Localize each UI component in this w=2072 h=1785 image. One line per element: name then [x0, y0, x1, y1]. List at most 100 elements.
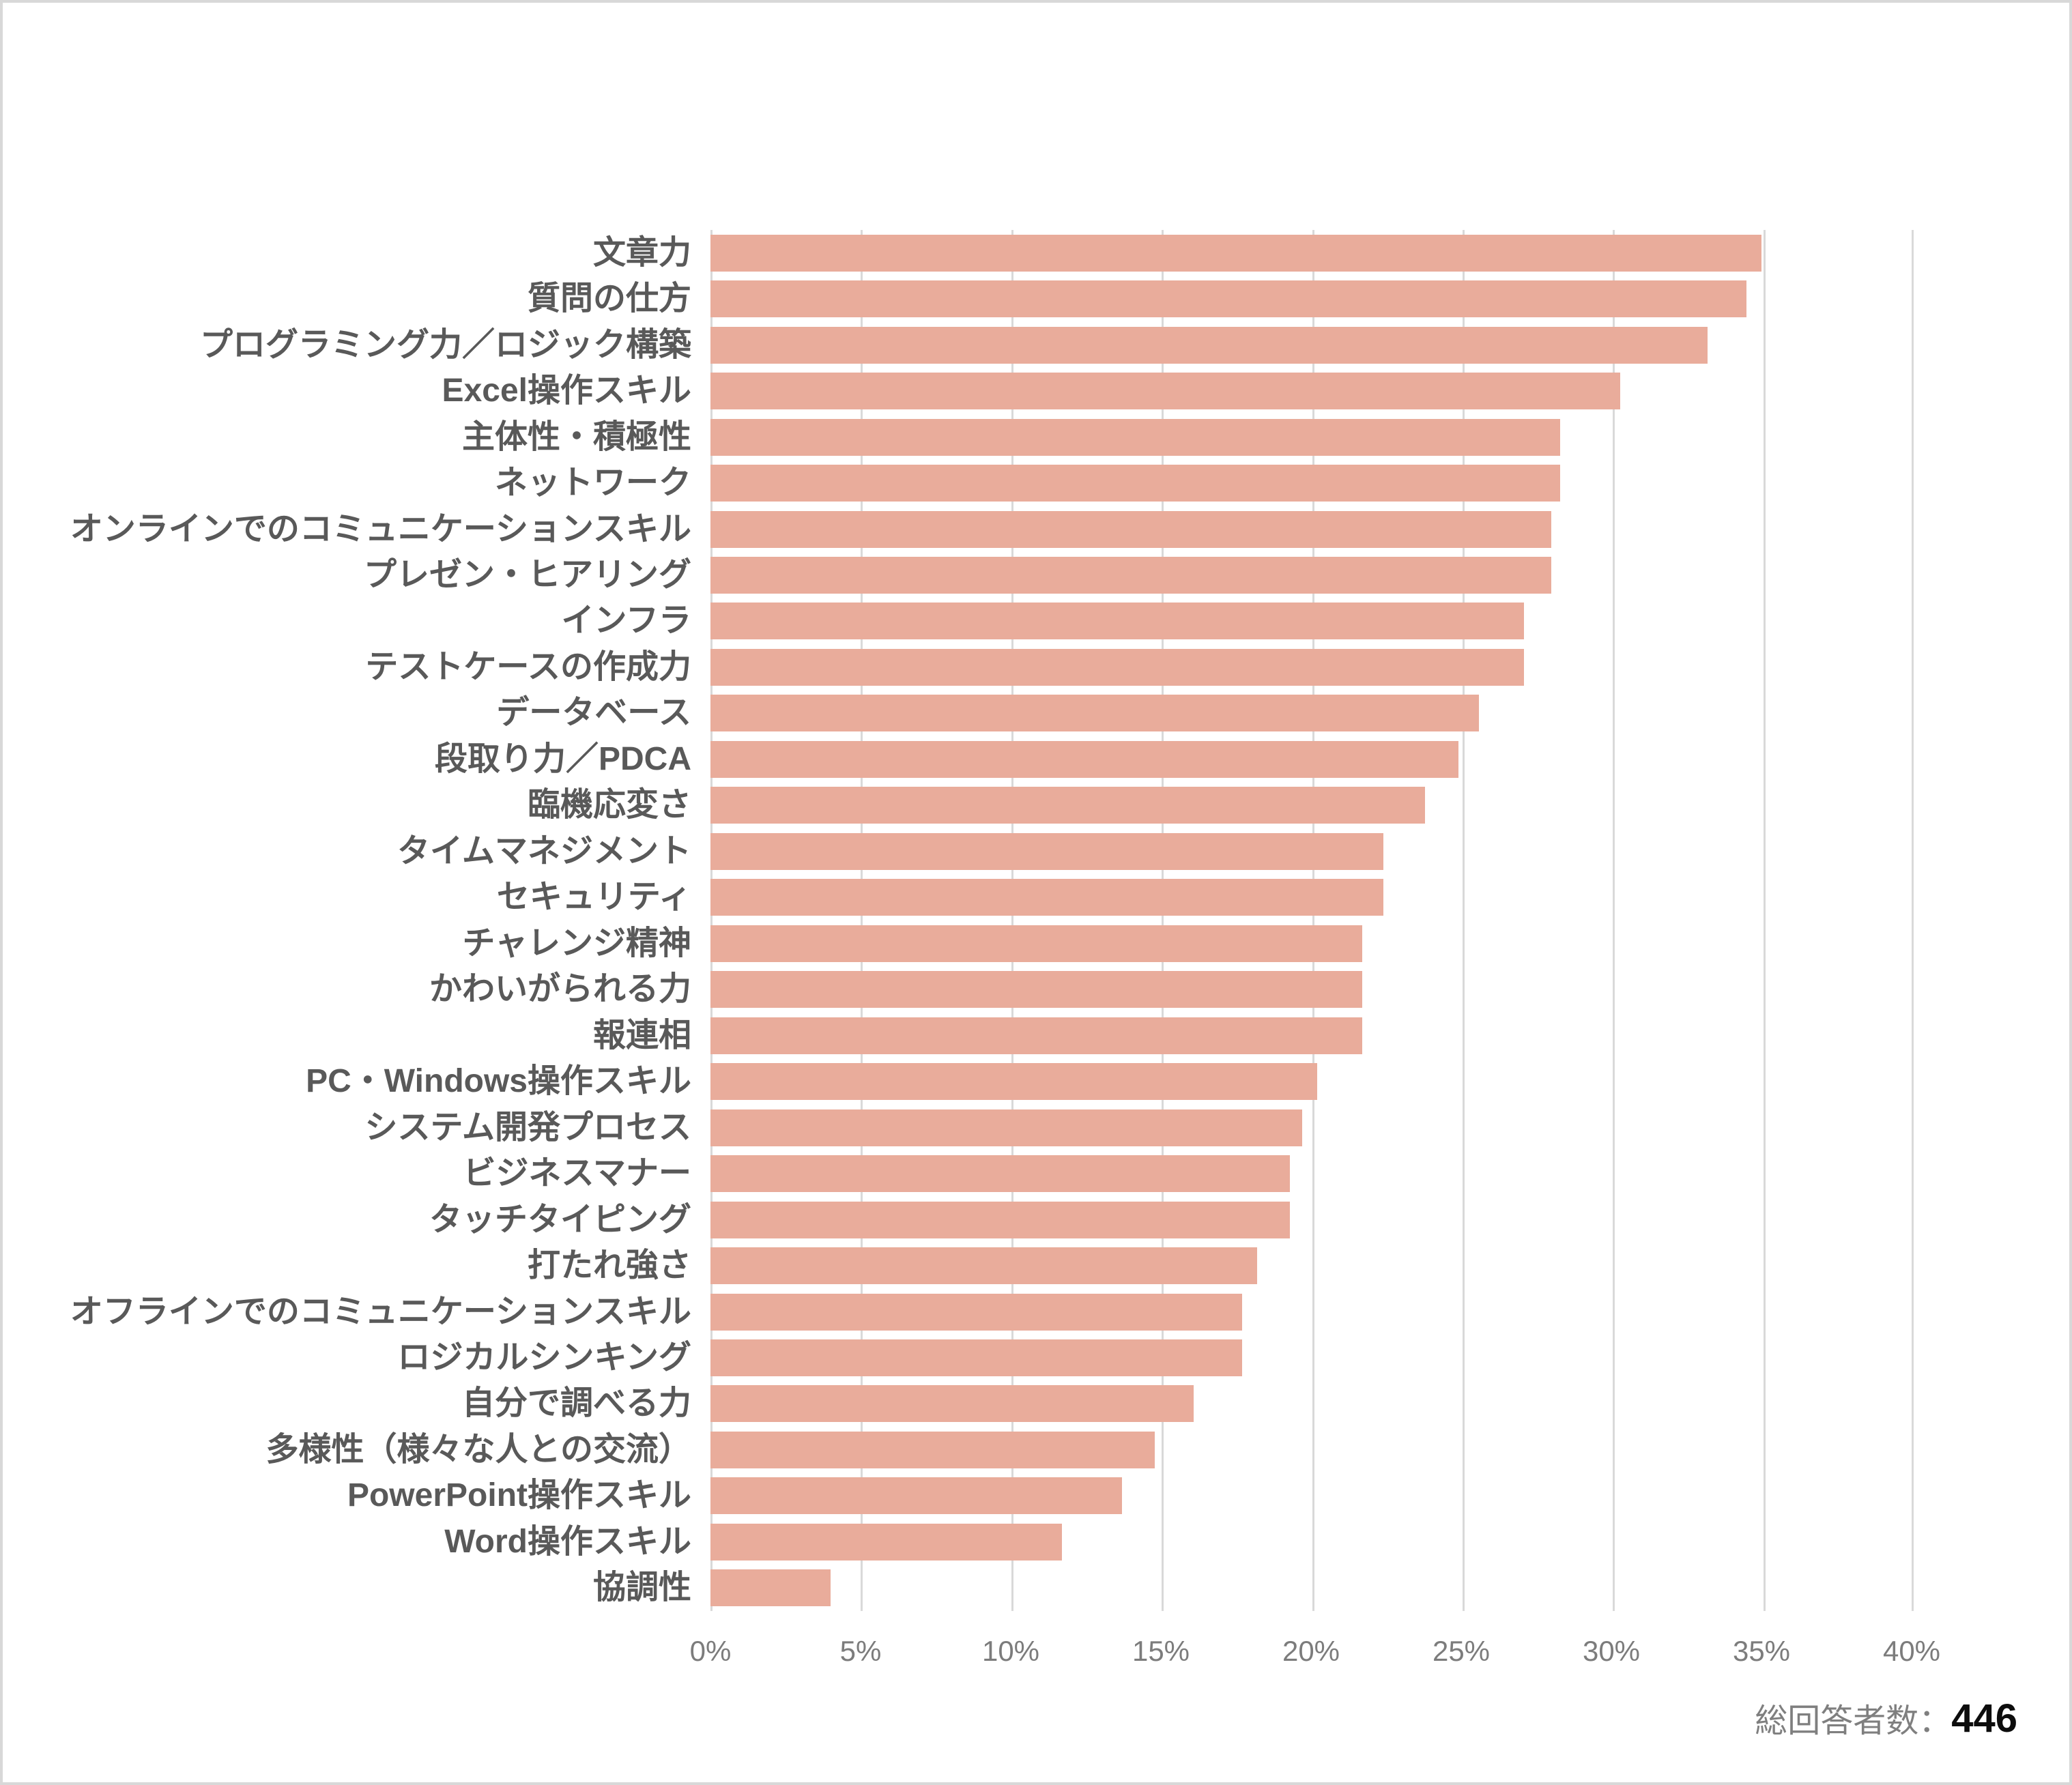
bar-track [710, 280, 1912, 318]
category-label: PC・Windows操作スキル [306, 1063, 691, 1100]
bar-track [710, 1063, 1912, 1101]
bar-track [710, 879, 1912, 916]
bar-track [710, 603, 1912, 640]
bar-row: ロジカルシンキング [3, 1335, 1912, 1380]
bar [710, 603, 1525, 640]
bar-track [710, 740, 1912, 778]
bar-row: 協調性 [3, 1565, 1912, 1611]
bar-row: Excel操作スキル [3, 368, 1912, 413]
bar [710, 1339, 1242, 1376]
bar [710, 234, 1761, 272]
respondent-count: 446 [1951, 1696, 2017, 1741]
category-label: 協調性 [592, 1569, 691, 1606]
category-label: プログラミング力／ロジック構築 [199, 326, 691, 363]
bar [710, 1247, 1257, 1285]
bar-track [710, 1477, 1912, 1515]
bar-row: プログラミング力／ロジック構築 [3, 322, 1912, 368]
bar [710, 1385, 1194, 1423]
x-axis-tick-label: 20% [1282, 1635, 1340, 1667]
bar [710, 1477, 1122, 1515]
bar-row: PowerPoint操作スキル [3, 1473, 1912, 1519]
bar-track [710, 557, 1912, 594]
category-label: 多様性（様々な人との交流） [265, 1431, 691, 1468]
bar-row: 打たれ強さ [3, 1243, 1912, 1288]
bar-track [710, 1385, 1912, 1423]
bar-row: セキュリティ [3, 875, 1912, 920]
bar-row: 段取り力／PDCA [3, 736, 1912, 782]
bar-track [710, 234, 1912, 272]
bar-track [710, 787, 1912, 824]
bar-row: 主体性・積極性 [3, 414, 1912, 460]
category-label: Excel操作スキル [442, 373, 691, 409]
bar-track [710, 925, 1912, 962]
bar-row: チャレンジ精神 [3, 920, 1912, 966]
respondent-note-label: 総回答者数： [1755, 1703, 1952, 1739]
category-label: タイムマネジメント [397, 832, 691, 869]
x-axis-tick-label: 10% [981, 1635, 1040, 1667]
bar-row: システム開発プロセス [3, 1105, 1912, 1150]
category-label: 臨機応変さ [527, 787, 691, 824]
category-label: 自分で調べる力 [461, 1385, 691, 1422]
category-label: 段取り力／PDCA [434, 740, 691, 777]
bar [710, 1569, 831, 1607]
bar-track [710, 465, 1912, 502]
respondent-note: 総回答者数： 446 [1755, 1694, 2017, 1741]
bar-row: 臨機応変さ [3, 783, 1912, 828]
bar-track [710, 1293, 1912, 1331]
category-label: インフラ [561, 603, 691, 639]
x-axis-tick-label: 15% [1132, 1635, 1190, 1667]
category-label: データベース [496, 695, 691, 731]
category-label: ロジカルシンキング [397, 1339, 691, 1376]
bar-track [710, 1201, 1912, 1238]
bar-track [710, 1523, 1912, 1561]
bar [710, 879, 1383, 916]
bar [710, 1109, 1302, 1146]
bar [710, 1155, 1291, 1193]
category-label: オンラインでのコミュニケーションスキル [70, 510, 691, 547]
category-label: 質問の仕方 [527, 280, 691, 317]
bar [710, 1293, 1242, 1331]
bar-row: インフラ [3, 598, 1912, 644]
bar [710, 648, 1525, 686]
category-label: ネットワーク [494, 465, 691, 502]
bar-row: 自分で調べる力 [3, 1381, 1912, 1427]
x-axis-tick-label: 5% [839, 1635, 882, 1667]
bar [710, 280, 1746, 318]
bar-track [710, 1339, 1912, 1376]
bar-track [710, 648, 1912, 686]
bar [710, 787, 1426, 824]
category-label: 文章力 [592, 234, 691, 271]
bar-row: オンラインでのコミュニケーションスキル [3, 506, 1912, 552]
bar-track [710, 1017, 1912, 1054]
category-label: 打たれ強さ [527, 1247, 691, 1284]
gridline [1912, 230, 1914, 1611]
bar-track [710, 971, 1912, 1008]
bar-track [710, 832, 1912, 870]
bar-track [710, 1569, 1912, 1607]
bar [710, 557, 1551, 594]
bar [710, 510, 1551, 548]
bar-row: プレゼン・ヒアリング [3, 552, 1912, 598]
bar-track [710, 695, 1912, 732]
bar-row: オフラインでのコミュニケーションスキル [3, 1289, 1912, 1335]
bar-row: Word操作スキル [3, 1519, 1912, 1565]
bar-row: ネットワーク [3, 460, 1912, 506]
bar-track [710, 1109, 1912, 1146]
x-axis-tick-label: 40% [1882, 1635, 1941, 1667]
bar [710, 326, 1708, 364]
category-label: チャレンジ精神 [462, 925, 691, 961]
bar [710, 695, 1480, 732]
bar [710, 418, 1561, 456]
bar-row: 報連相 [3, 1013, 1912, 1058]
bar [710, 832, 1383, 870]
bar [710, 373, 1621, 410]
bar-row: 多様性（様々な人との交流） [3, 1427, 1912, 1472]
category-label: ビジネスマナー [463, 1155, 691, 1192]
bar-row: かわいがられる力 [3, 967, 1912, 1013]
bar-row: タッチタイピング [3, 1197, 1912, 1243]
bar-row: ビジネスマナー [3, 1150, 1912, 1196]
x-axis-tick-label: 35% [1732, 1635, 1791, 1667]
bar-rows: 文章力質問の仕方プログラミング力／ロジック構築 Excel操作スキル主体性・積極性… [3, 230, 1912, 1611]
category-label: 主体性・積極性 [461, 418, 691, 455]
